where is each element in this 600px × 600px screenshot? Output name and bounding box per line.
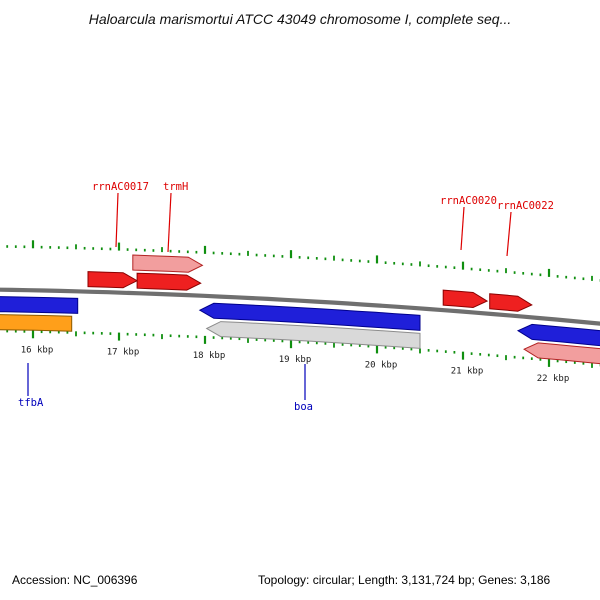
gene-arrow-rrnAC0017[interactable] bbox=[87, 271, 139, 289]
gene-arrow-boa[interactable] bbox=[198, 302, 421, 331]
gene-callouts: rrnAC0017 trmH rrnAC0020 rrnAC0022 tfbA boa bbox=[18, 181, 554, 413]
genome-backbone bbox=[0, 287, 600, 326]
gene-label-rrnAC0022: rrnAC0022 bbox=[497, 200, 554, 212]
accession-text: Accession: NC_006396 bbox=[12, 573, 138, 587]
bottom-tick-row: 16 kbp 17 kbp 18 kbp 19 kbp 20 kbp 21 kbp 22 k… bbox=[6, 329, 600, 384]
gene-arrow-rrnAC0020[interactable] bbox=[442, 289, 489, 309]
top-tick-row bbox=[6, 240, 600, 282]
gene-arrow-tfbA[interactable] bbox=[0, 314, 73, 332]
kbp-tick-label: 20 kbp bbox=[365, 360, 398, 370]
gene-arrow-trmH[interactable] bbox=[132, 254, 204, 273]
kbp-tick-label: 19 kbp bbox=[279, 355, 312, 365]
gene-arrow-orf5[interactable] bbox=[0, 296, 79, 314]
gene-label-rrnAC0017: rrnAC0017 bbox=[92, 181, 149, 193]
sequence-title: Haloarcula marismortui ATCC 43049 chromo… bbox=[88, 11, 512, 27]
gene-label-rrnAC0020: rrnAC0020 bbox=[440, 195, 497, 207]
kbp-tick-label: 16 kbp bbox=[21, 345, 54, 355]
gene-arrow-orf1[interactable] bbox=[136, 272, 202, 291]
gene-arrow-orf8[interactable] bbox=[205, 321, 421, 349]
kbp-tick-label: 18 kbp bbox=[193, 351, 226, 361]
gene-arrow-rrnAC0022[interactable] bbox=[489, 293, 533, 312]
leader-line-rrnAC0020 bbox=[460, 206, 465, 251]
gene-label-boa: boa bbox=[294, 401, 313, 413]
leader-line-rrnAC0022 bbox=[506, 211, 512, 257]
gene-label-tfbA: tfbA bbox=[18, 397, 44, 409]
gene-arrow-orf9[interactable] bbox=[516, 323, 600, 347]
kbp-tick-label: 17 kbp bbox=[107, 348, 140, 358]
genome-summary-text: Topology: circular; Length: 3,131,724 bp… bbox=[258, 573, 551, 587]
gene-track bbox=[0, 254, 600, 365]
kbp-tick-label: 21 kbp bbox=[451, 367, 484, 377]
gene-arrow-orf10[interactable] bbox=[523, 342, 600, 365]
gene-label-trmH: trmH bbox=[163, 181, 188, 193]
leader-line-trmH bbox=[167, 192, 172, 253]
kbp-tick-label: 22 kbp bbox=[537, 374, 570, 384]
leader-line-rrnAC0017 bbox=[115, 192, 119, 248]
